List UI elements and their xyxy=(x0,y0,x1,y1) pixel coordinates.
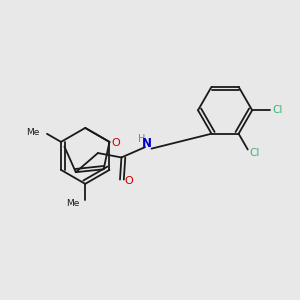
Text: N: N xyxy=(142,137,152,150)
Text: O: O xyxy=(124,176,133,186)
Text: O: O xyxy=(112,138,120,148)
Text: Me: Me xyxy=(26,128,40,137)
Text: Me: Me xyxy=(66,199,79,208)
Text: Cl: Cl xyxy=(249,148,260,158)
Text: H: H xyxy=(138,134,145,144)
Text: Cl: Cl xyxy=(273,105,283,115)
